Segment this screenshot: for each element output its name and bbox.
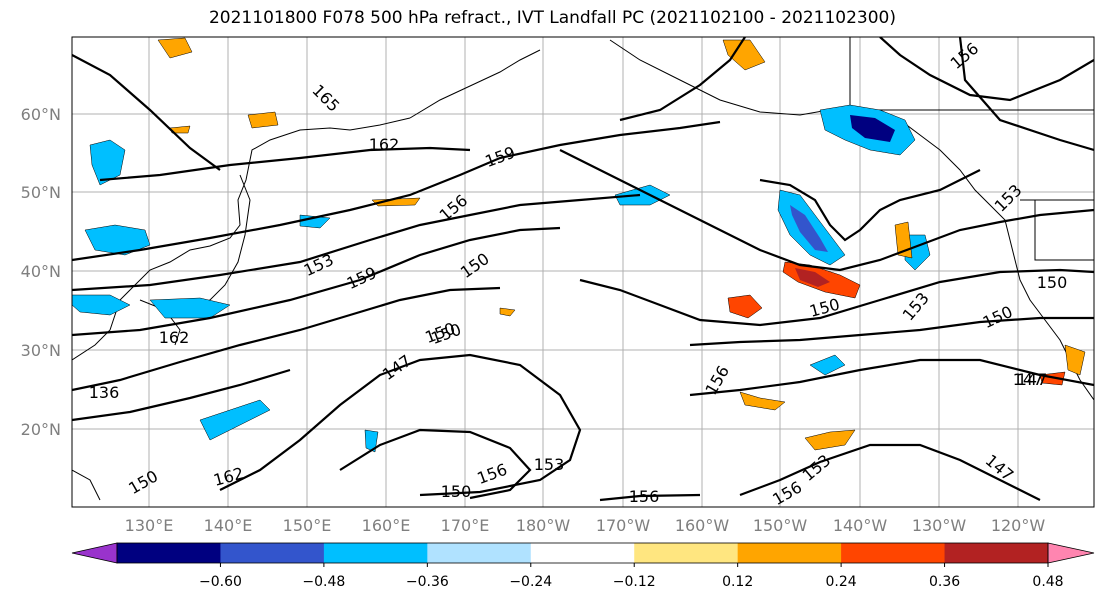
colorbar-swatch bbox=[427, 543, 532, 563]
longitude-tick-label: 180°W bbox=[516, 516, 571, 535]
graticule bbox=[72, 37, 1094, 507]
coastlines bbox=[72, 37, 1094, 501]
longitude-tick-label: 120°W bbox=[991, 516, 1046, 535]
contour-label: 147 bbox=[1013, 370, 1044, 389]
colorbar-over-arrow bbox=[1047, 542, 1095, 564]
colorbar-swatch bbox=[634, 543, 739, 563]
contour-label: 150 bbox=[1037, 273, 1068, 292]
colorbar: −0.60 −0.48 −0.36 −0.24 −0.12 0.12 0.24 0.36 0.4… bbox=[71, 542, 1095, 590]
map-title: 2021101800 F078 500 hPa refract., IVT La… bbox=[208, 8, 896, 28]
colorbar-tick-label: −0.12 bbox=[613, 574, 656, 590]
colorbar-swatch bbox=[841, 543, 946, 563]
longitude-labels: 130°E 140°E 150°E 160°E 170°E 180°W 170°W 160°W… bbox=[125, 516, 1046, 535]
contour-label: 156 bbox=[629, 487, 660, 506]
longitude-tick-label: 130°E bbox=[125, 516, 174, 535]
longitude-tick-label: 150°E bbox=[283, 516, 332, 535]
longitude-tick-label: 160°E bbox=[362, 516, 411, 535]
map-frame bbox=[71, 36, 1095, 508]
colorbar-swatch bbox=[530, 543, 635, 563]
colorbar-swatch bbox=[737, 543, 842, 563]
colorbar-swatch bbox=[117, 543, 221, 563]
colorbar-tick-label: −0.24 bbox=[509, 574, 552, 590]
map-area bbox=[72, 37, 1094, 507]
colorbar-frame bbox=[116, 542, 1049, 564]
colorbar-tick-label: 0.24 bbox=[826, 574, 857, 590]
contour-label: 150 bbox=[441, 482, 472, 501]
longitude-tick-label: 150°W bbox=[753, 516, 808, 535]
contour-label: 147 bbox=[1017, 370, 1048, 389]
contour-label: 162 bbox=[159, 328, 190, 347]
refractivity-contours bbox=[72, 37, 1094, 502]
colorbar-tick-label: 0.48 bbox=[1032, 574, 1063, 590]
latitude-tick-label: 40°N bbox=[21, 262, 61, 281]
latitude-tick-label: 50°N bbox=[21, 183, 61, 202]
colorbar-swatch bbox=[323, 543, 428, 563]
colorbar-tick-label: 0.12 bbox=[722, 574, 753, 590]
ivt-anomaly-shading bbox=[72, 37, 1086, 453]
latitude-labels: 60°N 50°N 40°N 30°N 20°N bbox=[21, 105, 61, 439]
contour-label: 162 bbox=[369, 135, 400, 154]
contour-label: 136 bbox=[89, 383, 120, 402]
longitude-tick-label: 170°E bbox=[441, 516, 490, 535]
colorbar-tick-label: −0.48 bbox=[302, 574, 345, 590]
colorbar-tick-label: 0.36 bbox=[929, 574, 960, 590]
latitude-tick-label: 30°N bbox=[21, 341, 61, 360]
colorbar-under-arrow bbox=[71, 542, 118, 564]
colorbar-tick-label: −0.36 bbox=[406, 574, 449, 590]
longitude-tick-label: 130°W bbox=[912, 516, 967, 535]
contour-label: 153 bbox=[534, 455, 565, 474]
latitude-tick-label: 20°N bbox=[21, 420, 61, 439]
colorbar-swatch bbox=[220, 543, 325, 563]
longitude-tick-label: 170°W bbox=[596, 516, 651, 535]
longitude-tick-label: 160°W bbox=[675, 516, 730, 535]
latitude-tick-label: 60°N bbox=[21, 105, 61, 124]
longitude-tick-label: 140°E bbox=[204, 516, 253, 535]
longitude-tick-label: 140°W bbox=[833, 516, 888, 535]
colorbar-tick-label: −0.60 bbox=[199, 574, 242, 590]
colorbar-swatch bbox=[944, 543, 1049, 563]
